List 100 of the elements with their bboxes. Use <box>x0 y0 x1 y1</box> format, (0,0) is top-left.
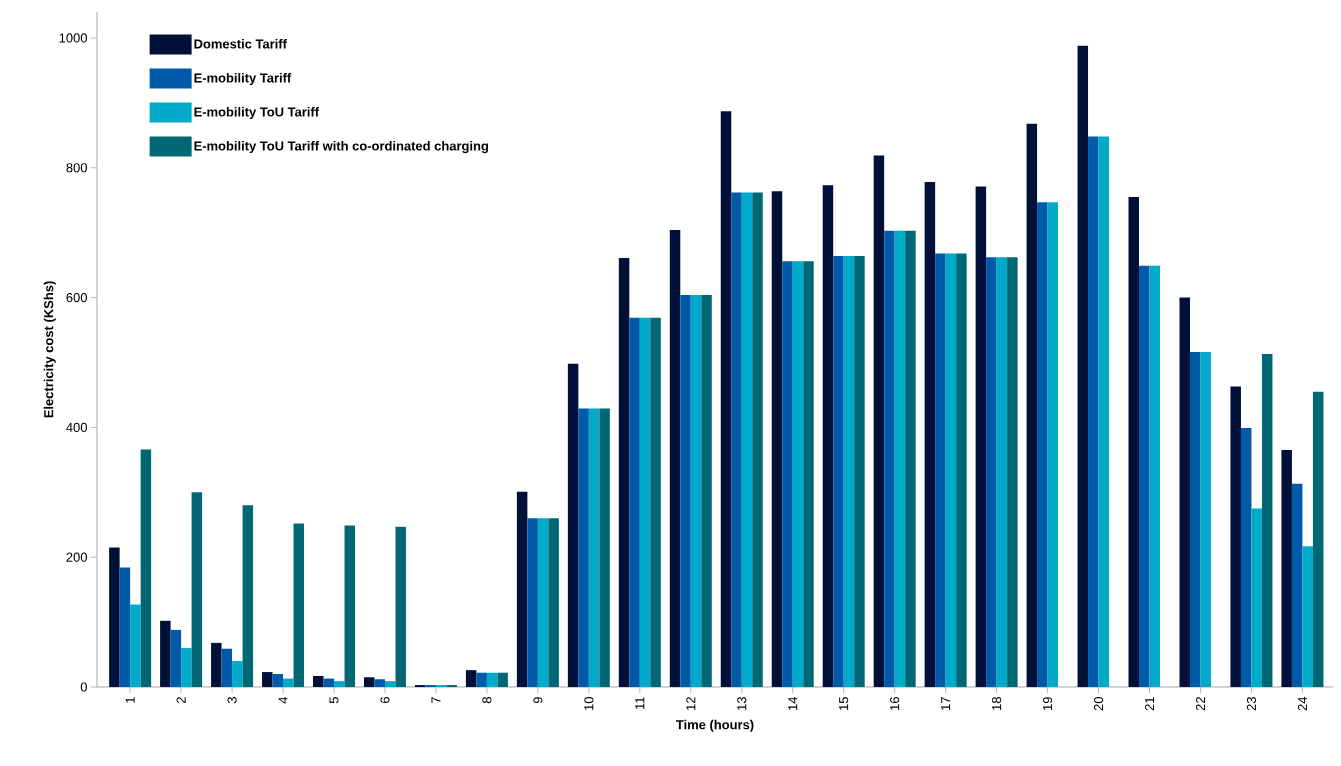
x-tick-label: 20 <box>1093 697 1104 711</box>
bar <box>884 230 895 687</box>
bar <box>1251 508 1262 687</box>
bar <box>323 678 334 687</box>
legend-label: Domestic Tariff <box>194 38 287 49</box>
x-tick-label: 14 <box>788 696 798 710</box>
bar <box>588 408 600 687</box>
bar <box>1312 391 1324 687</box>
bar <box>690 294 702 687</box>
bar <box>242 505 254 687</box>
bar <box>752 192 763 687</box>
x-tick-label: 15 <box>839 697 849 710</box>
bar <box>1128 196 1140 687</box>
bar <box>548 518 559 687</box>
bar <box>191 492 203 687</box>
bar <box>527 518 538 687</box>
bar <box>334 681 345 687</box>
bar <box>313 675 324 687</box>
bar <box>272 674 284 687</box>
bar <box>516 491 528 687</box>
bar <box>975 186 987 687</box>
bar <box>650 317 661 687</box>
bar <box>384 681 396 687</box>
bar <box>935 253 946 687</box>
x-tick-label: 22 <box>1195 697 1205 711</box>
bar <box>109 547 120 687</box>
y-axis-title: Electricity cost (KShs) <box>43 281 56 418</box>
bar <box>232 661 243 687</box>
bar <box>701 294 712 687</box>
bar <box>1026 123 1038 687</box>
bar <box>211 642 222 687</box>
bar <box>1281 450 1292 687</box>
bar <box>822 185 834 687</box>
bar <box>567 363 579 687</box>
bar <box>283 678 294 687</box>
bar <box>1240 428 1252 687</box>
bar <box>986 257 997 687</box>
legend-label: E-mobility ToU Tariff <box>194 106 320 120</box>
bar <box>140 449 152 687</box>
bar <box>1200 352 1211 687</box>
bar <box>395 526 406 687</box>
bar <box>465 670 477 687</box>
bar <box>130 604 141 687</box>
x-tick-label: 8 <box>482 697 492 704</box>
bar <box>720 111 732 687</box>
bar <box>843 256 855 687</box>
x-tick-label: 4 <box>278 696 288 704</box>
bar <box>956 253 967 687</box>
x-tick-label: 23 <box>1246 697 1257 711</box>
x-tick-label: 12 <box>686 697 696 710</box>
x-tick-label: 19 <box>1042 697 1053 710</box>
bar <box>1098 136 1110 687</box>
bar <box>873 155 885 687</box>
bar <box>119 567 131 687</box>
bar <box>476 672 487 687</box>
bar <box>924 182 936 687</box>
bar <box>905 230 916 687</box>
bar <box>782 261 793 687</box>
bar <box>803 261 814 687</box>
x-tick-label: 6 <box>380 697 390 704</box>
bar <box>1047 202 1059 687</box>
bar <box>344 525 356 687</box>
bar <box>262 672 273 687</box>
bar <box>680 294 691 687</box>
bar <box>181 648 192 687</box>
x-tick-label: 13 <box>737 697 747 710</box>
bar <box>578 408 589 687</box>
bar <box>792 261 804 687</box>
x-tick-label: 17 <box>941 697 951 710</box>
bar <box>741 192 753 687</box>
x-tick-label: 16 <box>890 697 900 710</box>
x-tick-label: 5 <box>329 697 339 704</box>
y-tick-label: 1000 <box>59 33 87 43</box>
bar <box>374 679 385 687</box>
bar <box>599 408 610 687</box>
x-tick-label: 2 <box>176 697 186 704</box>
bar <box>945 253 957 687</box>
bar <box>894 230 906 687</box>
x-tick-label: 18 <box>992 697 1002 710</box>
x-tick-label: 9 <box>533 697 543 704</box>
x-axis-title: Time (hours) <box>676 719 754 732</box>
x-tick-label: 11 <box>635 697 645 709</box>
x-tick-label: 7 <box>431 697 441 704</box>
bar <box>1077 45 1089 687</box>
y-tick-label: 600 <box>66 292 87 303</box>
bar <box>1139 265 1150 687</box>
bar <box>854 256 865 687</box>
bar <box>996 257 1008 687</box>
bar <box>537 518 549 687</box>
bar <box>669 230 681 687</box>
y-tick-label: 800 <box>66 163 87 173</box>
bar <box>639 317 651 687</box>
bar <box>1149 265 1161 687</box>
bar <box>497 672 508 687</box>
bar <box>1007 257 1018 687</box>
bar <box>618 257 630 687</box>
bar <box>771 191 783 687</box>
bar <box>160 620 171 687</box>
bar <box>221 648 233 687</box>
x-tick-label: 10 <box>584 697 594 710</box>
